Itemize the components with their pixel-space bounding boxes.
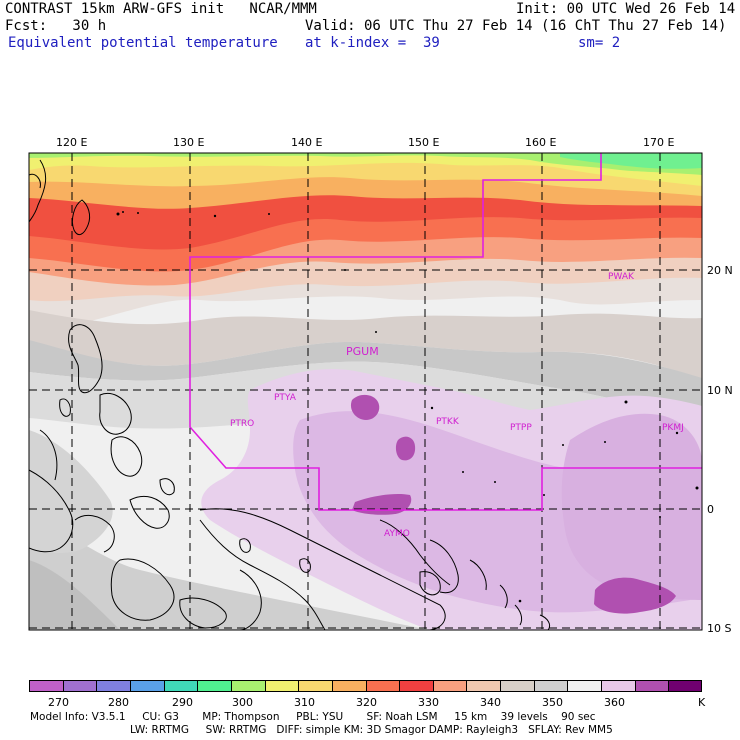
lat-label: 10 N (707, 384, 733, 397)
lat-label: 20 N (707, 264, 733, 277)
model-info-line2: LW: RRTMG SW: RRTMG DIFF: simple KM: 3D … (130, 724, 613, 736)
colorbar-swatch (668, 680, 703, 692)
field-gray-west-lower (29, 430, 113, 554)
colorbar-label: 340 (480, 696, 501, 709)
field-lavender-east (561, 413, 702, 600)
init-time: Init: 00 UTC Wed 26 Feb 14 (516, 1, 736, 17)
colorbar-swatch (567, 680, 602, 692)
station-label: AYMO (384, 529, 410, 539)
colorbar-swatch (163, 680, 198, 692)
colorbar-swatch (197, 680, 232, 692)
colorbar-label: 280 (108, 696, 129, 709)
lon-label: 130 E (173, 136, 205, 149)
lat-label: 10 S (707, 622, 732, 635)
level-index: at k-index = 39 (305, 35, 440, 51)
colorbar-swatch (29, 680, 63, 692)
field-gray-355 (29, 340, 702, 420)
map-frame (28, 152, 703, 631)
colorbar-label: 350 (542, 696, 563, 709)
station-label: PTRO (230, 419, 255, 429)
lon-label: 120 E (56, 136, 88, 149)
lon-label: 160 E (525, 136, 557, 149)
colorbar-swatch (129, 680, 164, 692)
lon-label: 170 E (643, 136, 675, 149)
station-label: PWAK (608, 272, 634, 282)
field-gray-south (29, 520, 430, 630)
colorbar-swatch (500, 680, 535, 692)
station-label: PKMJ (662, 423, 684, 433)
colorbar-swatch (466, 680, 501, 692)
colorbar-swatch (298, 680, 333, 692)
colorbar-label: 320 (356, 696, 377, 709)
colorbar-swatch (96, 680, 131, 692)
colorbar-label: 300 (232, 696, 253, 709)
colorbar-swatch (365, 680, 400, 692)
coastlines (29, 159, 551, 630)
field-band-300 (29, 153, 702, 175)
colorbar-swatch (533, 680, 568, 692)
model-info-line1: Model Info: V3.5.1 CU: G3 MP: Thompson P… (30, 711, 596, 723)
field-band-295 (560, 153, 702, 169)
colorbar-label: 330 (418, 696, 439, 709)
colorbar-swatch (601, 680, 636, 692)
lon-label: 150 E (408, 136, 440, 149)
colorbar-swatch (634, 680, 669, 692)
colorbar-swatch (62, 680, 97, 692)
colorbar-label: 310 (294, 696, 315, 709)
colorbar-label: 290 (172, 696, 193, 709)
colorbar-unit: K (698, 696, 706, 709)
lon-label: 140 E (291, 136, 323, 149)
station-label: PTKK (436, 417, 459, 427)
forecast-hour: Fcst: 30 h (5, 18, 107, 34)
station-label: PGUM (346, 345, 379, 358)
field-band-310 (29, 153, 702, 186)
station-label: PTPP (510, 423, 532, 433)
field-purple-spot-4 (594, 577, 676, 614)
colorbar-swatch (399, 680, 434, 692)
colorbar-label: 360 (604, 696, 625, 709)
field-purple-spot-1 (350, 394, 380, 420)
lat-label: 0 (707, 503, 714, 516)
valid-time: Valid: 06 UTC Thu 27 Feb 14 (16 ChT Thu … (305, 18, 727, 34)
field-gray-350 (29, 310, 702, 380)
colorbar-swatch (432, 680, 467, 692)
field-gray-southwest (29, 560, 120, 630)
field-purple-spot-2 (395, 436, 416, 461)
station-label: PTYA (274, 393, 296, 403)
fir-boundary (189, 153, 702, 511)
field-name: Equivalent potential temperature (8, 35, 278, 51)
smoothing: sm= 2 (578, 35, 621, 51)
title-left: CONTRAST 15km ARW-GFS init NCAR/MMM (5, 1, 317, 17)
graticule (29, 153, 702, 630)
colorbar-swatch (331, 680, 366, 692)
field-gray-360 (29, 361, 702, 470)
colorbar-label: 270 (48, 696, 69, 709)
colorbar-swatch (264, 680, 299, 692)
colorbar-swatch (230, 680, 265, 692)
